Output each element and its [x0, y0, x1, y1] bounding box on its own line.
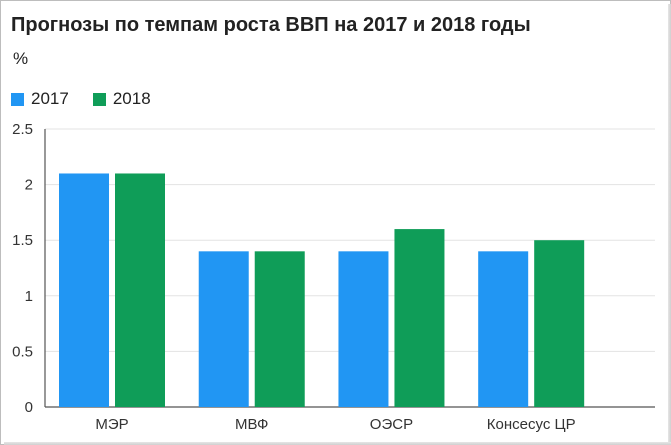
x-tick-label: ОЭСР: [370, 416, 413, 433]
legend-item-2017[interactable]: 2017: [11, 89, 69, 109]
legend-label-2017: 2017: [31, 89, 69, 108]
x-tick-label: МВФ: [235, 416, 268, 433]
y-tick-label: 0: [25, 399, 33, 416]
frame-shadow-right: [668, 4, 671, 443]
frame-shadow-bottom: [4, 442, 671, 445]
bar-2017: [338, 251, 389, 407]
bar-2018: [254, 251, 305, 407]
bar-2018: [394, 229, 445, 407]
legend-swatch-2017: [11, 92, 24, 106]
legend-swatch-2018: [92, 92, 106, 106]
bar-2018: [534, 240, 585, 407]
legend-item-2018[interactable]: 2018: [92, 89, 151, 109]
y-tick-label: 1: [25, 288, 33, 305]
x-tick-label: МЭР: [95, 416, 128, 433]
bar-2018: [115, 173, 165, 407]
legend-label-2018: 2018: [112, 89, 151, 108]
y-tick-label: 1.5: [12, 232, 33, 249]
unit-label: %: [13, 49, 29, 68]
chart-title: Прогнозы по темпам роста ВВП на 2017 и 2…: [11, 14, 531, 36]
legend: 2017 2018: [11, 89, 175, 109]
y-tick-label: 2.5: [12, 121, 33, 138]
bar-2017: [478, 251, 529, 407]
bar-2017: [198, 251, 249, 407]
y-tick-label: 2: [25, 177, 33, 194]
x-tick-label: Консесус ЦР: [487, 416, 576, 433]
y-tick-label: 0.5: [12, 343, 33, 360]
bar-2017: [59, 173, 109, 407]
